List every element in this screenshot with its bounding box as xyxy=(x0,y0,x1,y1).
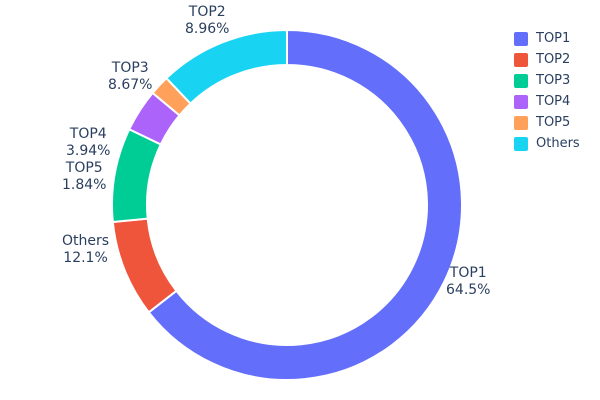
legend-item-label: TOP3 xyxy=(536,73,571,88)
legend-swatch-icon xyxy=(514,115,528,130)
legend-swatch-icon xyxy=(514,136,528,151)
legend-swatch-icon xyxy=(514,73,528,88)
legend-item-top1[interactable]: TOP1 xyxy=(514,28,580,49)
pie-slice-top2[interactable] xyxy=(111,217,178,314)
legend-item-top4[interactable]: TOP4 xyxy=(514,91,580,112)
legend-item-top3[interactable]: TOP3 xyxy=(514,70,580,91)
pie-slice-top1[interactable] xyxy=(147,28,463,381)
legend-item-label: TOP5 xyxy=(536,115,571,130)
legend-item-top5[interactable]: TOP5 xyxy=(514,112,580,133)
pie-slice-others[interactable] xyxy=(164,28,288,105)
legend-item-label: TOP2 xyxy=(536,52,571,67)
legend-swatch-icon xyxy=(514,52,528,67)
legend-item-top2[interactable]: TOP2 xyxy=(514,49,580,70)
pie-slices-group xyxy=(111,28,463,381)
legend-item-label: TOP1 xyxy=(536,31,571,46)
legend-swatch-icon xyxy=(514,31,528,46)
pie-slice-top3[interactable] xyxy=(111,127,163,224)
legend-item-label: Others xyxy=(536,136,580,151)
legend-swatch-icon xyxy=(514,94,528,109)
legend-item-others[interactable]: Others xyxy=(514,133,580,154)
legend-item-label: TOP4 xyxy=(536,94,571,109)
chart-legend: TOP1 TOP2 TOP3 TOP4 TOP5 Others xyxy=(514,28,580,154)
